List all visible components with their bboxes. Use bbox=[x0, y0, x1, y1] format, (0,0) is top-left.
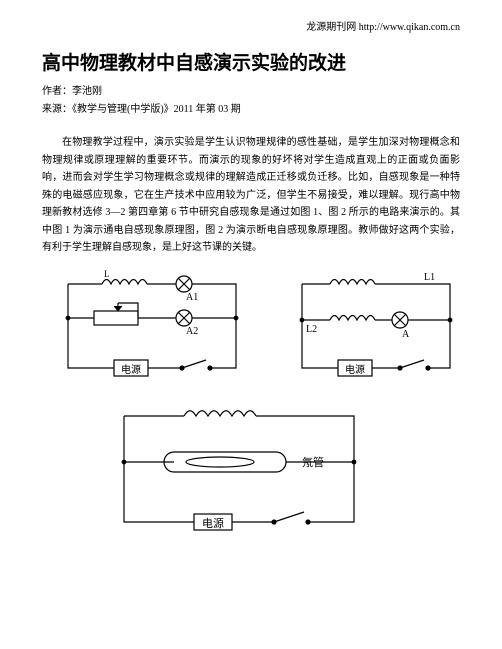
article-title: 高中物理教材中自感演示实验的改进 bbox=[42, 48, 346, 75]
svg-text:L: L bbox=[104, 270, 110, 279]
svg-text:电源: 电源 bbox=[345, 363, 365, 376]
figure-2-circuit: L1 L2 A 电源 bbox=[292, 270, 460, 388]
diagram-row-2: 氖管 电源 bbox=[110, 402, 368, 542]
svg-text:L1: L1 bbox=[424, 272, 435, 283]
author-line: 作者：李池刚 bbox=[42, 82, 102, 97]
svg-text:A1: A1 bbox=[186, 292, 198, 303]
svg-text:L2: L2 bbox=[306, 324, 317, 335]
svg-text:A2: A2 bbox=[186, 326, 198, 337]
svg-text:氖管: 氖管 bbox=[302, 455, 324, 469]
figure-1-circuit: L A1 A2 电源 bbox=[58, 270, 246, 388]
svg-text:电源: 电源 bbox=[121, 363, 141, 376]
svg-text:电源: 电源 bbox=[202, 516, 224, 530]
source-line: 来源：《教学与管理(中学版)》2011 年第 03 期 bbox=[42, 100, 241, 115]
header-site-link[interactable]: 龙源期刊网 http://www.qikan.com.cn bbox=[306, 18, 460, 33]
svg-text:A: A bbox=[402, 329, 410, 340]
diagram-row-1: L A1 A2 电源 L1 L2 A 电源 bbox=[58, 270, 460, 388]
body-paragraph: 在物理教学过程中，演示实验是学生认识物理规律的感性基础，是学生加深对物理概念和物… bbox=[42, 134, 460, 257]
figure-3-circuit: 氖管 电源 bbox=[110, 402, 368, 542]
